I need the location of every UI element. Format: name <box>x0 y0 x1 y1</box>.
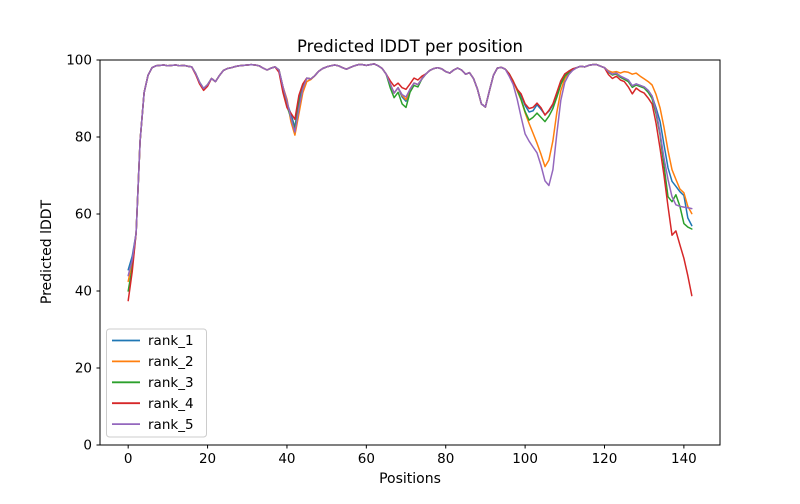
y-tick-label: 60 <box>75 207 92 223</box>
x-tick-label: 140 <box>671 451 697 467</box>
legend: rank_1 rank_2 rank_3 rank_4 rank_5 <box>106 328 207 438</box>
x-axis-label: Positions <box>379 471 441 487</box>
series-group <box>127 63 693 302</box>
legend-label-rank_4: rank_4 <box>148 396 194 412</box>
y-axis-label: Predicted lDDT <box>39 199 55 304</box>
x-tick-label: 60 <box>358 451 375 467</box>
series-line-rank_2 <box>127 63 693 283</box>
y-tick-label: 0 <box>83 438 92 454</box>
plot-border <box>99 59 721 446</box>
x-axis-ticks: 0 20 40 60 80 100 120 140 <box>124 445 697 467</box>
x-tick-label: 80 <box>437 451 454 467</box>
legend-label-rank_5: rank_5 <box>148 417 194 433</box>
legend-box <box>106 328 207 438</box>
legend-label-rank_3: rank_3 <box>148 375 194 391</box>
series-line-rank_4 <box>127 63 693 302</box>
y-tick-label: 20 <box>75 361 92 377</box>
series-line-rank_3 <box>127 63 693 292</box>
x-tick-label: 120 <box>592 451 618 467</box>
x-tick-label: 40 <box>278 451 295 467</box>
x-tick-label: 0 <box>124 451 133 467</box>
chart-title: Predicted lDDT per position <box>297 37 523 56</box>
y-tick-label: 100 <box>66 53 92 69</box>
legend-label-rank_2: rank_2 <box>148 354 194 370</box>
y-tick-label: 40 <box>75 284 92 300</box>
series-line-rank_5 <box>127 63 693 277</box>
legend-label-rank_1: rank_1 <box>148 333 194 349</box>
x-tick-label: 100 <box>512 451 538 467</box>
y-tick-label: 80 <box>75 130 92 146</box>
y-axis-ticks: 0 20 40 60 80 100 <box>66 53 100 454</box>
x-tick-label: 20 <box>199 451 216 467</box>
